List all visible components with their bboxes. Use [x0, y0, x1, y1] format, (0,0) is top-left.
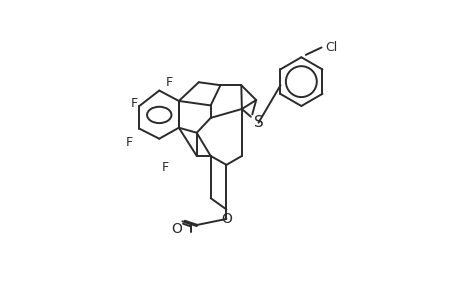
Text: Cl: Cl	[324, 41, 336, 54]
Text: O: O	[171, 222, 182, 236]
Text: F: F	[162, 161, 169, 174]
Text: O: O	[220, 212, 231, 226]
Text: S: S	[253, 115, 263, 130]
Text: F: F	[126, 136, 133, 149]
Text: F: F	[165, 76, 172, 89]
Text: F: F	[130, 98, 138, 110]
